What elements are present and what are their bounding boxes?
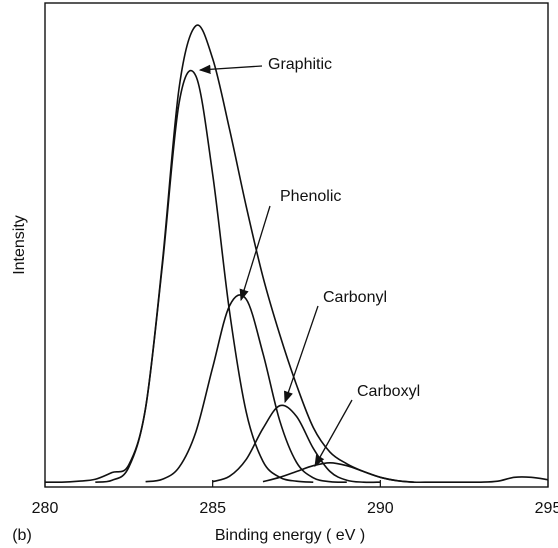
spectrum-curve — [262, 461, 414, 483]
annotation-label: Graphitic — [268, 56, 332, 73]
annotation-label: Carboxyl — [357, 383, 420, 400]
annotation-label: Carbonyl — [323, 289, 387, 306]
annotation-label: Phenolic — [280, 188, 341, 205]
x-tick-label: 295 — [535, 500, 558, 517]
x-axis-label: Binding energy ( eV ) — [215, 527, 365, 544]
spectrum-curve — [212, 404, 381, 484]
panel-label: (b) — [12, 527, 32, 544]
annotation-arrow — [198, 64, 263, 74]
x-tick-label: 285 — [199, 500, 226, 517]
annotation-arrow — [283, 305, 319, 404]
annotation-arrow — [239, 205, 271, 302]
spectrum-curve — [44, 24, 549, 484]
x-tick-label: 290 — [367, 500, 394, 517]
x-tick-label: 280 — [32, 500, 59, 517]
y-axis-label: Intensity — [11, 215, 28, 275]
plot-frame — [44, 2, 549, 488]
spectrum-curve — [95, 69, 314, 483]
annotation-arrow — [314, 399, 353, 468]
